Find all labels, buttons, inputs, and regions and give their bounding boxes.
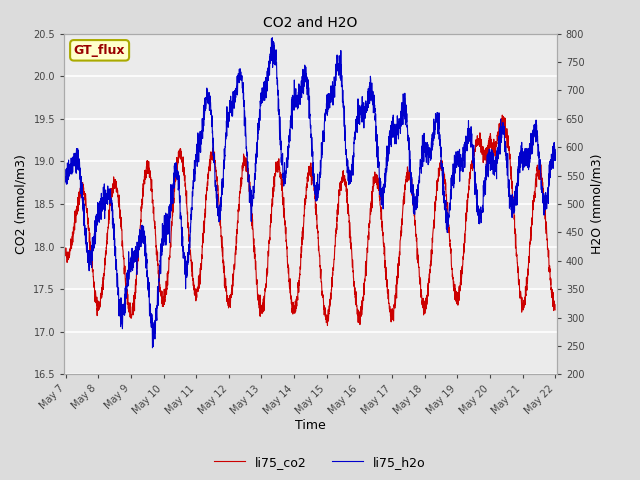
li75_h2o <box>62 179 70 185</box>
Y-axis label: H2O (mmol/m3): H2O (mmol/m3) <box>590 154 603 254</box>
li75_h2o <box>118 311 125 316</box>
li75_h2o <box>271 53 279 59</box>
li75_co2 <box>324 323 332 328</box>
li75_h2o <box>148 345 156 351</box>
Title: CO2 and H2O: CO2 and H2O <box>263 16 358 30</box>
X-axis label: Time: Time <box>295 419 326 432</box>
Line: li75_h2o: li75_h2o <box>66 38 555 348</box>
li75_co2 <box>551 307 559 312</box>
li75_co2 <box>542 221 550 227</box>
Y-axis label: CO2 (mmol/m3): CO2 (mmol/m3) <box>15 154 28 254</box>
li75_h2o <box>250 194 257 200</box>
li75_h2o <box>551 150 559 156</box>
Legend: li75_co2, li75_h2o: li75_co2, li75_h2o <box>209 451 431 474</box>
li75_co2 <box>499 112 506 118</box>
li75_co2 <box>250 233 257 239</box>
li75_co2 <box>271 183 278 189</box>
li75_h2o <box>268 35 276 41</box>
li75_co2 <box>489 149 497 155</box>
li75_co2 <box>147 176 154 182</box>
li75_co2 <box>118 223 125 229</box>
Text: GT_flux: GT_flux <box>74 44 125 57</box>
li75_h2o <box>147 313 154 319</box>
li75_h2o <box>542 202 550 207</box>
Line: li75_co2: li75_co2 <box>66 115 555 325</box>
li75_h2o <box>490 171 497 177</box>
li75_co2 <box>62 253 70 259</box>
